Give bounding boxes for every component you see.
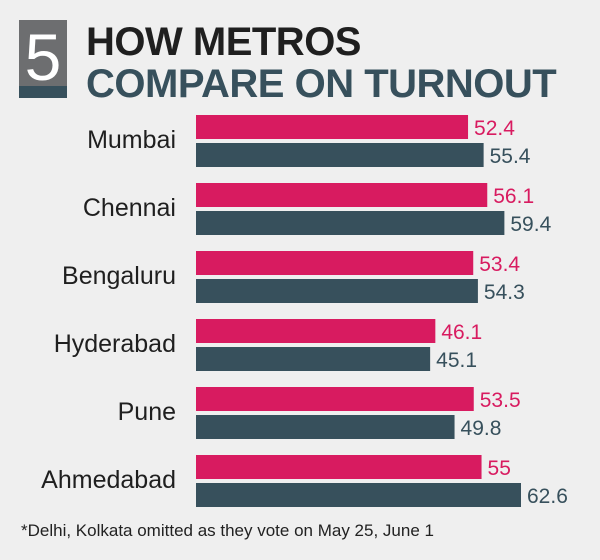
- badge-number: 5: [19, 20, 67, 98]
- bar-hyderabad-series-1: [196, 319, 436, 343]
- value-label-chennai-series-1: 56.1: [493, 185, 534, 208]
- bar-chennai-series-1: [196, 183, 488, 207]
- badge-accent-bar: [19, 86, 67, 98]
- value-label-hyderabad-series-2: 45.1: [436, 349, 477, 372]
- category-label-pune: Pune: [118, 398, 176, 426]
- bar-ahmedabad-series-2: [196, 483, 521, 507]
- chart-title-line1: HOW METROS: [86, 20, 361, 64]
- value-label-bengaluru-series-2: 54.3: [484, 281, 525, 304]
- category-label-hyderabad: Hyderabad: [54, 330, 176, 358]
- value-label-mumbai-series-1: 52.4: [474, 117, 515, 140]
- value-label-ahmedabad-series-1: 55: [488, 457, 511, 480]
- bar-mumbai-series-1: [196, 115, 469, 139]
- category-label-bengaluru: Bengaluru: [62, 262, 176, 290]
- value-label-chennai-series-2: 59.4: [510, 213, 551, 236]
- bar-pune-series-1: [196, 387, 474, 411]
- bar-hyderabad-series-2: [196, 347, 431, 371]
- bar-bengaluru-series-2: [196, 279, 478, 303]
- value-label-bengaluru-series-1: 53.4: [479, 253, 520, 276]
- value-label-pune-series-2: 49.8: [461, 417, 502, 440]
- bar-chennai-series-2: [196, 211, 505, 235]
- bar-mumbai-series-2: [196, 143, 484, 167]
- category-label-chennai: Chennai: [83, 194, 176, 222]
- value-label-pune-series-1: 53.5: [480, 389, 521, 412]
- chart-title-line2: COMPARE ON TURNOUT: [86, 62, 557, 106]
- bar-chart: Mumbai 52.4 55.4 Chennai 56.1 59.4 Bengaluru 53…: [41, 115, 568, 508]
- category-label-ahmedabad: Ahmedabad: [41, 466, 176, 494]
- value-label-ahmedabad-series-2: 62.6: [527, 485, 568, 508]
- value-label-hyderabad-series-1: 46.1: [441, 321, 482, 344]
- bar-ahmedabad-series-1: [196, 455, 482, 479]
- bar-bengaluru-series-1: [196, 251, 474, 275]
- value-label-mumbai-series-2: 55.4: [490, 145, 531, 168]
- footnote: *Delhi, Kolkata omitted as they vote on …: [21, 521, 434, 540]
- category-label-mumbai: Mumbai: [87, 126, 176, 154]
- bar-pune-series-2: [196, 415, 455, 439]
